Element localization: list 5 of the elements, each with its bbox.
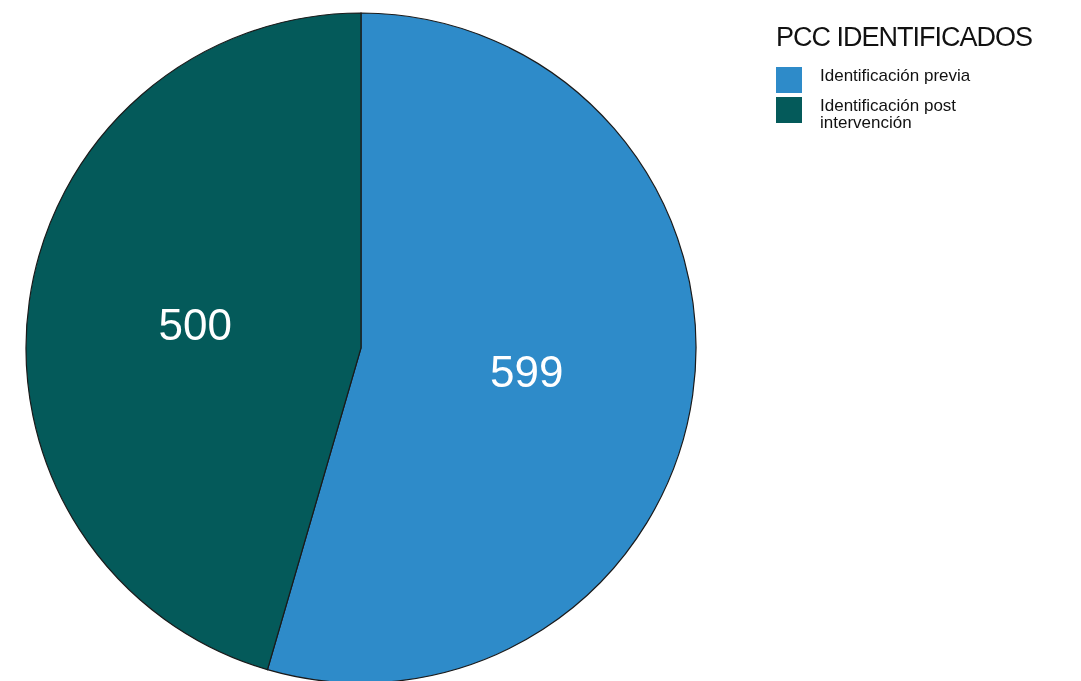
legend-title: PCC IDENTIFICADOS xyxy=(776,22,1034,53)
legend-label: Identificación post intervención xyxy=(820,96,958,132)
legend-label: Identificación previa xyxy=(820,66,972,85)
data-label: 599 xyxy=(490,347,564,397)
data-label: 500 xyxy=(158,299,232,349)
